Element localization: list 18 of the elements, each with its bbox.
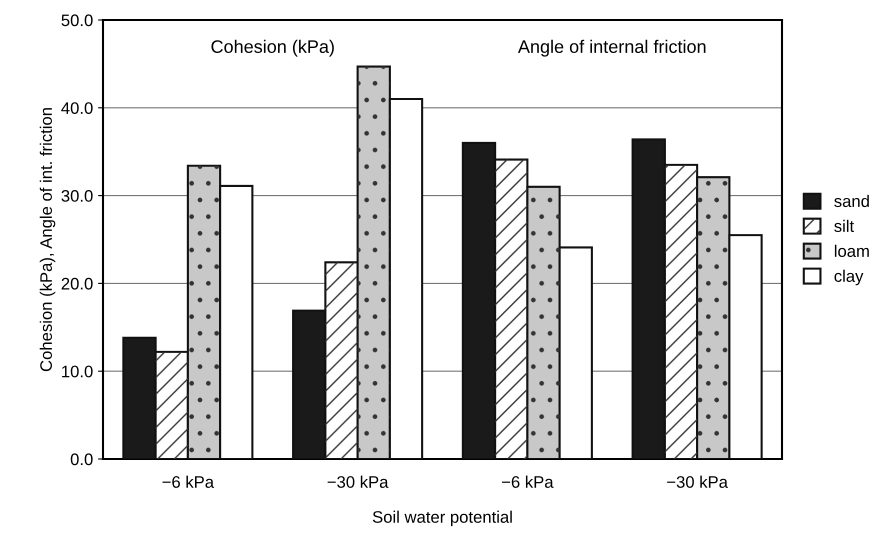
x-tick-label: −6 kPa: [162, 476, 214, 488]
annotation: Angle of internal friction: [518, 40, 706, 57]
legend-label: silt: [834, 220, 854, 232]
legend-label: loam: [834, 244, 869, 257]
y-tick-label: 50.0: [62, 14, 93, 26]
x-axis-title: Soil water potential: [372, 510, 512, 526]
y-tick-label: 0.0: [70, 453, 93, 466]
y-tick-label: 20.0: [62, 278, 93, 290]
y-tick-label: 10.0: [62, 366, 93, 378]
x-tick-label: −6 kPa: [502, 476, 554, 488]
x-tick-label: −30 kPa: [667, 476, 728, 488]
y-axis-title: Cohesion (kPa), Angle of int. friction: [40, 108, 56, 372]
x-tick-label: −30 kPa: [328, 476, 388, 488]
legend-label: clay: [834, 270, 864, 286]
legend-label: sand: [834, 194, 869, 208]
annotation: Cohesion (kPa): [211, 40, 334, 57]
y-tick-label: 30.0: [61, 190, 93, 202]
y-tick-label: 40.0: [61, 102, 93, 114]
